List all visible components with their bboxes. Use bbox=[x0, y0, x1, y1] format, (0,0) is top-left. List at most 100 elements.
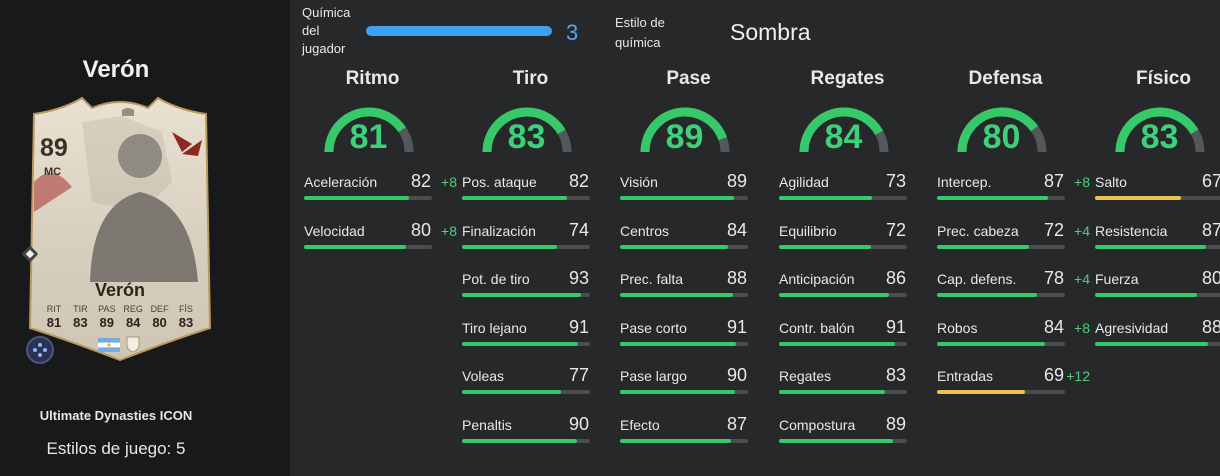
stat-bar-fill bbox=[1095, 244, 1207, 249]
stat-bar bbox=[1095, 244, 1220, 249]
stat-list: Agilidad 73 Equilibrio 72 Anticipación 86 Cont… bbox=[779, 171, 924, 466]
stat-row[interactable]: Efecto 87 bbox=[620, 414, 765, 466]
stat-row[interactable]: Pase corto 91 bbox=[620, 317, 765, 369]
stat-bar-fill bbox=[620, 341, 737, 346]
stat-bonus: +12 bbox=[1066, 368, 1090, 385]
stat-row[interactable]: Prec. falta 88 bbox=[620, 268, 765, 320]
stat-name: Agilidad bbox=[779, 174, 829, 190]
card-frame bbox=[28, 96, 212, 362]
stat-row[interactable]: Tiro lejano 91 bbox=[462, 317, 607, 369]
playstyles-count[interactable]: Estilos de juego: 5 bbox=[46, 439, 186, 458]
stat-row[interactable]: Entradas 69 +12 bbox=[937, 365, 1090, 417]
card-stat-label: PAS bbox=[98, 304, 116, 314]
stat-value: 72 bbox=[885, 219, 906, 240]
stat-row[interactable]: Pase largo 90 bbox=[620, 365, 765, 417]
stat-bar-fill bbox=[462, 341, 579, 346]
stat-bar bbox=[937, 196, 1065, 200]
stat-bar-fill bbox=[1095, 341, 1208, 346]
stat-bar-fill bbox=[937, 196, 1049, 200]
category-title: Regates bbox=[810, 68, 885, 89]
stat-bar-fill bbox=[462, 438, 578, 443]
stat-row[interactable]: Penaltis 90 bbox=[462, 414, 607, 466]
stat-name: Pos. ataque bbox=[462, 174, 537, 190]
stat-value: 88 bbox=[726, 268, 747, 289]
stat-row[interactable]: Agilidad 73 bbox=[779, 171, 924, 223]
stat-name: Regates bbox=[779, 368, 832, 385]
card-version-label: Ultimate Dynasties ICON bbox=[39, 408, 193, 423]
player-card[interactable]: 89 MC Verón RIT 81 TIR 83 PAS 89 REG 84 DEF 8… bbox=[22, 92, 218, 364]
card-stat: TIR 83 bbox=[68, 304, 92, 330]
stat-bonus: +8 bbox=[1074, 174, 1090, 190]
stat-row[interactable]: Agresividad 88 bbox=[1095, 317, 1220, 369]
stat-row[interactable]: Prec. cabeza 72 +4 bbox=[937, 219, 1090, 272]
stat-row[interactable]: Salto 67 bbox=[1095, 171, 1220, 223]
stat-bonus: +4 bbox=[1074, 222, 1090, 239]
category-value: 80 bbox=[982, 118, 1021, 156]
stat-name: Compostura bbox=[779, 416, 856, 433]
stat-row[interactable]: Visión 89 bbox=[620, 171, 765, 223]
stat-row[interactable]: Anticipación 86 bbox=[779, 268, 924, 320]
stat-name: Centros bbox=[620, 222, 670, 239]
stat-row[interactable]: Velocidad 80 +8 bbox=[304, 220, 457, 272]
stat-name: Salto bbox=[1095, 174, 1127, 190]
stat-bar bbox=[462, 341, 590, 346]
stat-row[interactable]: Regates 83 bbox=[779, 365, 924, 417]
stat-bar bbox=[937, 341, 1065, 346]
stat-bar-fill bbox=[304, 196, 409, 200]
card-stat: RIT 81 bbox=[42, 304, 66, 330]
card-position: MC bbox=[44, 166, 62, 178]
stat-value: 84 bbox=[726, 219, 747, 240]
category-gauge: 80 bbox=[952, 100, 1052, 162]
chem-style-value[interactable]: Sombra bbox=[730, 19, 811, 45]
stat-row[interactable]: Intercep. 87 +8 bbox=[937, 171, 1090, 223]
stat-name: Cap. defens. bbox=[937, 271, 1017, 288]
stat-bar-fill bbox=[779, 390, 886, 395]
stat-row[interactable]: Equilibrio 72 bbox=[779, 219, 924, 272]
stat-row[interactable]: Pot. de tiro 93 bbox=[462, 268, 607, 320]
stat-bar-fill bbox=[937, 293, 1037, 298]
stat-value: 77 bbox=[568, 365, 589, 386]
stat-name: Penaltis bbox=[462, 416, 512, 433]
stat-bar bbox=[620, 341, 748, 346]
stat-row[interactable]: Cap. defens. 78 +4 bbox=[937, 268, 1090, 320]
stat-row[interactable]: Centros 84 bbox=[620, 219, 765, 272]
stat-bar-fill bbox=[1095, 196, 1181, 200]
card-stat-value: 80 bbox=[152, 315, 167, 330]
stat-name: Pot. de tiro bbox=[462, 271, 530, 288]
stat-row[interactable]: Aceleración 82 +8 bbox=[304, 171, 457, 223]
stat-value: 72 bbox=[1043, 219, 1064, 240]
stat-name: Voleas bbox=[462, 368, 505, 385]
stat-bar-fill bbox=[620, 438, 732, 443]
stat-value: 82 bbox=[410, 171, 431, 191]
stat-bar-fill bbox=[304, 244, 407, 249]
stat-bar-fill bbox=[462, 293, 582, 298]
stat-row[interactable]: Robos 84 +8 bbox=[937, 316, 1090, 369]
stat-bar-fill bbox=[779, 293, 890, 298]
player-name-heading: Verón bbox=[82, 56, 150, 83]
stat-row[interactable]: Contr. balón 91 bbox=[779, 316, 924, 369]
stat-bar bbox=[937, 293, 1065, 298]
stat-value: 89 bbox=[726, 171, 747, 191]
category-title: Defensa bbox=[968, 68, 1043, 89]
stat-name: Efecto bbox=[620, 416, 660, 433]
stat-row[interactable]: Compostura 89 bbox=[779, 414, 924, 466]
stat-row[interactable]: Finalización 74 bbox=[462, 220, 607, 272]
stat-row[interactable]: Resistencia 87 bbox=[1095, 220, 1220, 272]
card-stat: REG 84 bbox=[121, 304, 145, 330]
card-rating: 89 bbox=[40, 134, 68, 162]
stat-name: Prec. cabeza bbox=[937, 222, 1019, 239]
card-side-icon bbox=[22, 246, 38, 262]
stat-bar bbox=[620, 293, 748, 298]
stat-row[interactable]: Fuerza 80 bbox=[1095, 268, 1220, 320]
stat-row[interactable]: Pos. ataque 82 bbox=[462, 171, 607, 223]
category-title: Tiro bbox=[512, 68, 549, 89]
card-stat-value: 83 bbox=[73, 315, 88, 330]
category-gauge: 83 bbox=[1110, 100, 1210, 162]
stat-bar-fill bbox=[462, 390, 561, 395]
stat-row[interactable]: Voleas 77 bbox=[462, 365, 607, 417]
stat-value: 91 bbox=[885, 316, 906, 337]
stat-value: 87 bbox=[1043, 171, 1064, 191]
stat-value: 84 bbox=[1043, 316, 1064, 337]
stat-name: Agresividad bbox=[1095, 319, 1169, 336]
stat-name: Velocidad bbox=[304, 222, 365, 239]
